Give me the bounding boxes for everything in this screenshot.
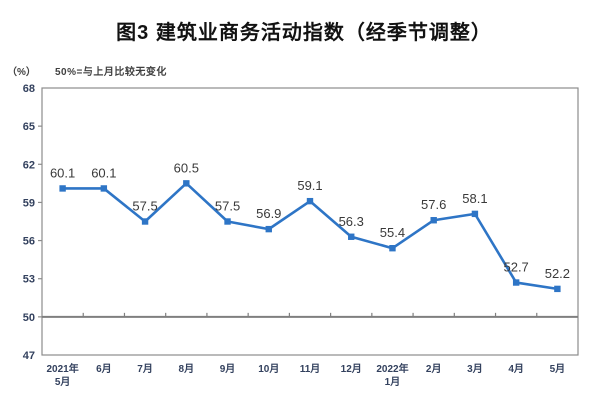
data-point-label: 58.1 [462,191,487,206]
data-point-label: 52.2 [545,266,570,281]
x-axis-tick-label: 8月 [179,363,195,375]
x-axis-tick-label: 10月 [258,363,279,375]
y-axis-tick-label: 68 [23,83,35,95]
y-axis-tick-label: 62 [23,159,35,171]
data-point-label: 57.5 [215,199,240,214]
data-point-label: 57.5 [132,199,157,214]
x-axis-tick-label: 3月 [467,363,483,375]
data-point-label: 60.1 [91,165,116,180]
data-point-marker [512,279,520,286]
x-axis-tick-label: 7月 [137,363,153,375]
chart-title: 图3 建筑业商务活动指数（经季节调整） [116,22,492,44]
y-axis-tick-label: 50 [23,312,35,324]
x-axis-tick-label: 2022年 1月 [376,362,408,388]
data-point-marker [59,185,66,192]
x-axis-tick-label: 2月 [426,363,442,375]
x-axis-tick-label: 4月 [508,363,524,375]
data-point-marker [224,218,231,225]
data-point-label: 59.1 [297,178,322,193]
x-axis-tick-label: 9月 [220,363,236,375]
data-point-label: 55.4 [380,225,405,240]
y-axis-unit-label: （%） [7,67,36,78]
x-axis-tick-label: 11月 [300,363,321,375]
data-point-label: 60.1 [50,165,75,180]
baseline-note: 50%=与上月比较无变化 [55,67,167,78]
data-point-marker [265,225,272,233]
data-point-marker [389,245,396,252]
data-point-marker [348,233,355,240]
data-point-label: 52.7 [503,260,528,275]
x-axis-tick-label: 5月 [550,363,566,375]
plot-frame [41,87,579,356]
data-point-marker [183,180,190,187]
data-point-marker [430,217,437,224]
x-axis-tick-label: 12月 [341,363,362,375]
y-axis-tick-label: 65 [23,121,35,133]
x-axis-tick-label: 2021年 5月 [46,362,78,388]
data-point-marker [306,197,314,205]
y-axis-tick-label: 53 [23,274,35,286]
data-point-marker [554,285,561,293]
axis-note-row: （%） 50%=与上月比较无变化 [0,63,608,78]
data-point-label: 57.6 [421,197,446,212]
data-point-marker [471,210,479,218]
y-axis-tick-label: 56 [23,236,35,248]
data-point-label: 56.9 [256,206,281,221]
x-axis-tick-label: 6月 [96,363,112,375]
y-axis-tick-label: 47 [23,350,35,362]
data-point-label: 60.5 [174,160,199,175]
data-point-marker [100,185,108,192]
data-point-marker [141,218,149,225]
y-axis-tick-label: 59 [23,197,35,209]
data-point-label: 56.3 [339,214,364,229]
